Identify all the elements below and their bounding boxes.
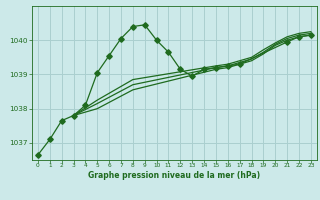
X-axis label: Graphe pression niveau de la mer (hPa): Graphe pression niveau de la mer (hPa) — [88, 171, 260, 180]
